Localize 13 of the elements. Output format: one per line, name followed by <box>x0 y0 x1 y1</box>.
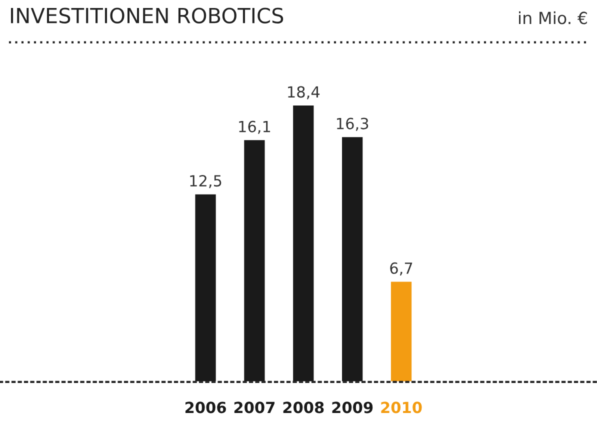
data-label: 18,4 <box>288 86 320 100</box>
data-label: 16,3 <box>337 118 368 131</box>
text: in Mio. € <box>519 11 587 24</box>
data-label: 6,7 <box>390 262 412 276</box>
x-tick-label: 2009 <box>332 402 373 414</box>
x-tick-label: 2007 <box>234 402 275 414</box>
x-tick-label: 2010 <box>381 402 422 414</box>
chart-title: INVESTITIONEN ROBOTICS <box>11 8 284 24</box>
data-label: 16,1 <box>239 120 270 134</box>
bar <box>390 280 413 382</box>
x-tick-label: 2006 <box>185 402 226 414</box>
x-tick-label: 2008 <box>283 402 324 414</box>
data-label: 12,5 <box>190 175 222 188</box>
